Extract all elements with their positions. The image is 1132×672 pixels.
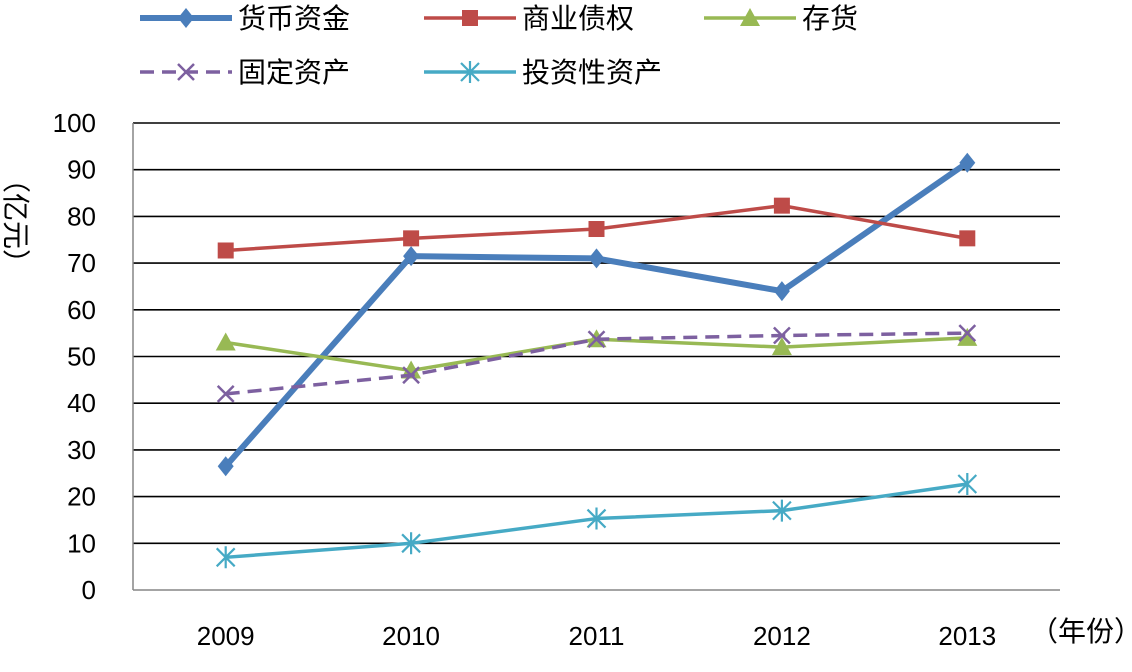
legend-swatch-marker [462, 10, 478, 26]
data-point-marker [773, 197, 790, 214]
legend-swatch-marker [460, 61, 480, 83]
legend-label: 固定资产 [238, 56, 350, 89]
y-tick-label: 70 [67, 248, 96, 278]
y-tick-label: 30 [67, 435, 96, 465]
legend-label: 货币资金 [238, 2, 350, 35]
y-tick-label: 60 [67, 295, 96, 325]
y-tick-labels: 0 10 20 30 40 50 60 70 80 90 100 [53, 108, 96, 605]
data-point-marker [216, 384, 235, 403]
data-point-marker [587, 330, 606, 349]
data-point-marker [588, 248, 605, 269]
x-tick-label: 2011 [569, 621, 625, 651]
axes [132, 123, 1060, 591]
x-tick-label: 2012 [753, 621, 811, 651]
data-point-marker [773, 326, 791, 345]
legend-item: 固定资产 [140, 56, 350, 89]
data-point-marker [217, 242, 234, 259]
series-4 [215, 472, 978, 569]
series-1 [217, 197, 976, 259]
x-axis-unit-label: （年份） [1030, 615, 1132, 648]
data-point-marker [773, 281, 790, 302]
data-point-marker [403, 230, 420, 247]
gridlines [133, 122, 1060, 545]
data-point-marker [588, 221, 605, 238]
data-point-marker [401, 532, 421, 555]
legend-label: 存货 [802, 2, 858, 35]
data-point-marker [957, 327, 978, 346]
y-axis-unit-label: （亿元） [0, 165, 32, 277]
data-point-marker [402, 366, 420, 385]
legend-item: 商业债权 [424, 2, 634, 35]
y-tick-label: 40 [67, 388, 96, 418]
legend-item: 投资性资产 [424, 56, 662, 89]
x-tick-label: 2009 [197, 621, 255, 651]
y-tick-label: 10 [67, 528, 96, 558]
data-point-marker [586, 507, 607, 530]
data-point-marker [771, 337, 792, 356]
y-tick-label: 90 [67, 155, 96, 185]
x-tick-label: 2013 [938, 621, 996, 651]
y-tick-label: 80 [67, 201, 96, 231]
y-tick-label: 20 [67, 482, 96, 512]
series-line [223, 160, 970, 469]
legend-swatch-marker [177, 63, 195, 81]
series-0 [217, 152, 976, 477]
data-point-marker [215, 546, 236, 569]
data-point-marker [958, 324, 977, 343]
y-tick-label: 0 [82, 575, 96, 605]
legend-swatch-marker [740, 8, 760, 26]
x-tick-label: 2010 [382, 621, 440, 651]
x-tick-labels: 2009 2010 2011 2012 2013 [197, 621, 996, 651]
legend-label: 商业债权 [522, 2, 634, 35]
y-tick-label: 50 [67, 342, 96, 372]
data-point-marker [959, 152, 976, 173]
series-lines [215, 152, 978, 569]
legend-swatch-marker [178, 8, 194, 28]
legend-item: 存货 [704, 2, 858, 35]
data-point-marker [772, 499, 792, 522]
y-tick-label: 100 [53, 108, 96, 138]
data-point-marker [959, 230, 976, 247]
data-point-marker [403, 246, 420, 267]
series-3 [216, 324, 977, 403]
legend-item: 货币资金 [140, 2, 350, 35]
data-point-marker [957, 472, 978, 495]
data-point-marker [215, 332, 236, 351]
data-point-marker [217, 456, 234, 477]
legend-label: 投资性资产 [522, 56, 662, 89]
